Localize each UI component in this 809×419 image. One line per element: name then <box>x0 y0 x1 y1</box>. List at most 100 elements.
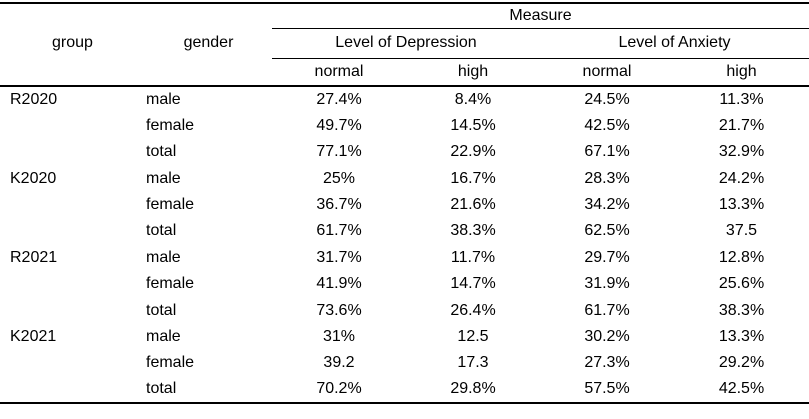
gender-cell: female <box>146 195 195 213</box>
gender-cell: male <box>146 90 181 108</box>
table-row: total 70.2% 29.8% 57.5% 42.5% <box>0 376 809 404</box>
value-cell: 27.3% <box>584 354 630 372</box>
value-cell: 62.5% <box>584 222 630 240</box>
value-cell: 21.7% <box>718 116 765 134</box>
value-cell: 31% <box>322 327 356 345</box>
header-row-measure: Measure <box>0 2 809 29</box>
value-cell: 61.7% <box>316 222 362 240</box>
data-table: Measure group gender Level of Depression… <box>0 2 809 404</box>
group-cell <box>0 376 145 404</box>
col-header-gender: gender <box>183 34 234 52</box>
header-row-spanners: group gender Level of Depression Level o… <box>0 28 809 59</box>
table-row: K2021 male 31% 12.5 30.2% 13.3% <box>0 324 809 350</box>
value-cell: 42.5% <box>584 116 630 134</box>
table-header: Measure group gender Level of Depression… <box>0 2 809 87</box>
value-cell: 21.6% <box>450 195 496 213</box>
subcol-header-depression-high: high <box>406 58 540 87</box>
value-cell: 8.4% <box>454 90 492 108</box>
subcol-header-anxiety-normal: normal <box>540 58 674 87</box>
value-cell: 38.3% <box>718 301 765 319</box>
value-cell: 27.4% <box>316 90 362 108</box>
gender-cell: total <box>146 143 177 161</box>
value-cell: 61.7% <box>584 301 630 319</box>
value-cell: 36.7% <box>316 195 362 213</box>
value-cell: 73.6% <box>316 301 362 319</box>
header-spacer <box>0 2 272 28</box>
value-cell: 49.7% <box>316 116 362 134</box>
gender-cell: female <box>146 354 195 372</box>
value-cell: 34.2% <box>584 195 630 213</box>
value-cell: 17.3 <box>457 354 489 372</box>
value-cell: 14.7% <box>450 275 496 293</box>
anxiety-spanner-header: Level of Anxiety <box>540 28 809 59</box>
header-spacer <box>145 58 272 87</box>
value-cell: 29.2% <box>718 354 765 372</box>
value-cell: 67.1% <box>584 143 630 161</box>
group-cell: R2020 <box>10 90 58 108</box>
value-cell: 13.3% <box>718 195 765 213</box>
table-row: total 61.7% 38.3% 62.5% 37.5 <box>0 218 809 244</box>
subcol-header-anxiety-high: high <box>674 58 809 87</box>
value-cell: 26.4% <box>450 301 496 319</box>
gender-cell: male <box>146 327 181 345</box>
group-cell <box>0 112 145 138</box>
value-cell: 41.9% <box>316 275 362 293</box>
header-row-subcolumns: normal high normal high <box>0 58 809 87</box>
header-spacer <box>0 58 145 87</box>
group-cell <box>0 139 145 165</box>
value-cell: 70.2% <box>272 376 406 404</box>
value-cell: 14.5% <box>450 116 496 134</box>
value-cell: 77.1% <box>316 143 362 161</box>
value-cell: 57.5% <box>540 376 674 404</box>
measure-spanner-header: Measure <box>272 2 809 29</box>
value-cell: 16.7% <box>450 169 496 187</box>
value-cell: 32.9% <box>718 143 765 161</box>
gender-cell: male <box>146 248 181 266</box>
value-cell: 13.3% <box>718 327 765 345</box>
col-header-group: group <box>52 34 93 52</box>
value-cell: 31.9% <box>584 275 630 293</box>
depression-spanner-header: Level of Depression <box>272 28 540 59</box>
value-cell: 29.7% <box>584 248 630 266</box>
table-row: female 41.9% 14.7% 31.9% 25.6% <box>0 271 809 297</box>
table-row: R2021 male 31.7% 11.7% 29.7% 12.8% <box>0 244 809 270</box>
table-row: total 73.6% 26.4% 61.7% 38.3% <box>0 297 809 323</box>
group-cell <box>0 350 145 376</box>
gender-cell: female <box>146 275 195 293</box>
value-cell: 28.3% <box>584 169 630 187</box>
gender-cell: female <box>146 116 195 134</box>
group-cell: R2021 <box>10 248 58 266</box>
group-cell: K2021 <box>10 327 57 345</box>
group-cell <box>0 271 145 297</box>
value-cell: 42.5% <box>674 376 809 404</box>
table-row: female 49.7% 14.5% 42.5% 21.7% <box>0 112 809 138</box>
table-row: R2020 male 27.4% 8.4% 24.5% 11.3% <box>0 86 809 112</box>
gender-cell: total <box>145 376 272 404</box>
table-row: total 77.1% 22.9% 67.1% 32.9% <box>0 139 809 165</box>
value-cell: 22.9% <box>450 143 496 161</box>
table-row: female 36.7% 21.6% 34.2% 13.3% <box>0 192 809 218</box>
value-cell: 11.7% <box>450 248 496 266</box>
value-cell: 12.5 <box>457 327 489 345</box>
table-body: R2020 male 27.4% 8.4% 24.5% 11.3% female… <box>0 86 809 404</box>
gender-cell: total <box>146 222 177 240</box>
value-cell: 24.2% <box>718 169 765 187</box>
group-cell <box>0 297 145 323</box>
group-cell <box>0 192 145 218</box>
value-cell: 12.8% <box>718 248 765 266</box>
table-row: K2020 male 25% 16.7% 28.3% 24.2% <box>0 165 809 191</box>
subcol-header-depression-normal: normal <box>272 58 406 87</box>
value-cell: 25.6% <box>718 275 765 293</box>
value-cell: 29.8% <box>406 376 540 404</box>
table-row: female 39.2 17.3 27.3% 29.2% <box>0 350 809 376</box>
group-cell <box>0 218 145 244</box>
value-cell: 31.7% <box>316 248 362 266</box>
value-cell: 38.3% <box>450 222 496 240</box>
value-cell: 11.3% <box>719 90 764 108</box>
gender-cell: male <box>146 169 181 187</box>
value-cell: 30.2% <box>584 327 630 345</box>
value-cell: 24.5% <box>584 90 630 108</box>
group-cell: K2020 <box>10 169 57 187</box>
value-cell: 25% <box>322 169 356 187</box>
value-cell: 37.5 <box>725 222 758 240</box>
